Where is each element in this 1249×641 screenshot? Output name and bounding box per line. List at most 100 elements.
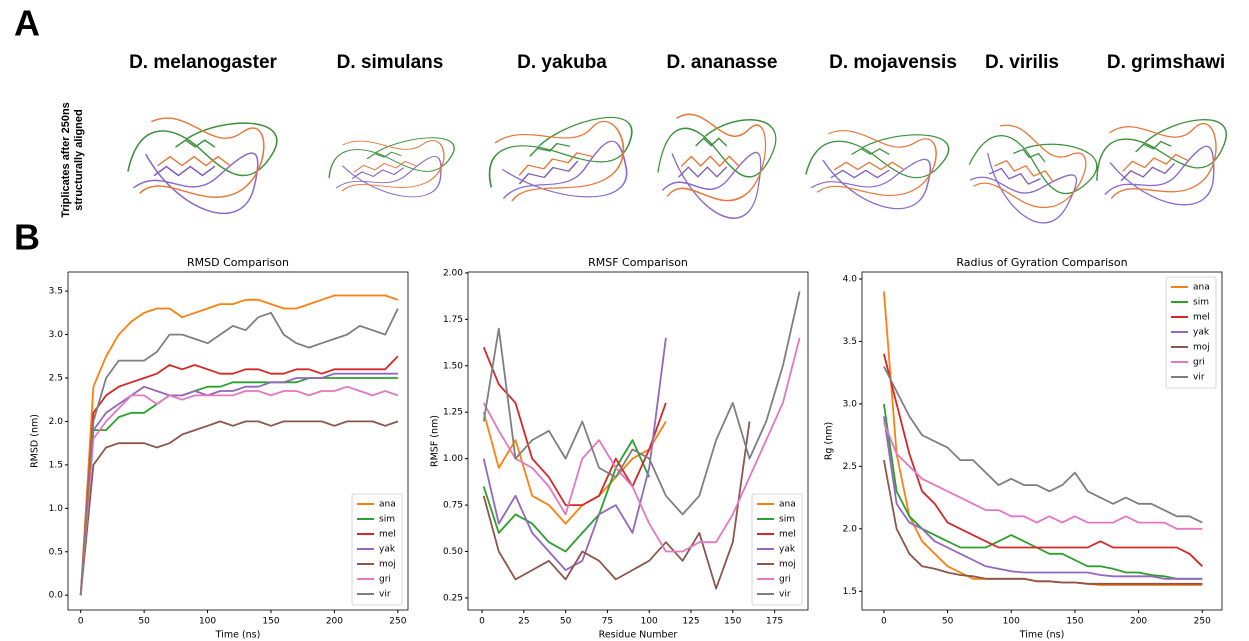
x-tick-label: 25 <box>518 617 529 627</box>
y-tick-label: 0.75 <box>443 501 463 511</box>
y-axis-label: Rg (nm) <box>824 422 835 460</box>
x-tick-label: 150 <box>262 617 279 627</box>
x-tick-label: 50 <box>942 617 954 627</box>
x-tick-label: 50 <box>138 617 150 627</box>
structure <box>657 113 777 219</box>
y-tick-label: 2.0 <box>49 417 64 427</box>
x-tick-label: 50 <box>560 617 572 627</box>
series-line <box>883 422 1203 530</box>
series-line <box>79 385 399 596</box>
y-tick-label: 3.0 <box>843 399 858 409</box>
y-tick-label: 1.75 <box>443 315 463 325</box>
series-line <box>482 439 651 553</box>
y-tick-label: 3.5 <box>49 287 63 297</box>
y-tick-label: 0.5 <box>49 547 63 557</box>
species-title: D. yakuba <box>517 52 607 73</box>
legend-box <box>351 493 403 606</box>
side-label-line: Triplicates after 250ns <box>60 102 72 218</box>
y-tick-label: 2.5 <box>843 462 857 472</box>
x-tick-label: 0 <box>881 617 887 627</box>
species-title: D. virilis <box>985 52 1059 73</box>
species-title: D. grimshawi <box>1107 52 1225 73</box>
legend-box <box>1165 276 1217 389</box>
species-title: D. mojavensis <box>829 52 957 73</box>
series-line <box>79 377 398 596</box>
x-axis-label: Time (ns) <box>1019 630 1065 641</box>
series-line <box>482 291 801 516</box>
legend-label: moj <box>379 560 396 570</box>
legend-label: ana <box>379 500 396 510</box>
legend-label: ana <box>779 500 796 510</box>
legend-label: gri <box>379 575 391 585</box>
plot: RMSD Comparison Time (ns) RMSD (nm) 0 50 100 1… <box>30 256 409 641</box>
chart-title: RMSD Comparison <box>187 256 289 269</box>
series-line <box>883 403 1203 580</box>
legend-label: moj <box>779 560 796 570</box>
series-line <box>883 291 1203 586</box>
series-line <box>482 411 667 525</box>
y-tick-label: 3.0 <box>49 330 64 340</box>
legend-label: sim <box>779 515 795 525</box>
x-axis-label: Time (ns) <box>215 630 261 641</box>
legend: ana sim mel yak moj gri vir <box>1165 276 1217 389</box>
y-tick-label: 2.0 <box>843 524 858 534</box>
species-title: D. simulans <box>337 52 444 73</box>
series-line <box>883 416 1203 580</box>
x-tick-label: 150 <box>724 617 741 627</box>
structure <box>1087 110 1240 219</box>
legend-label: mel <box>1193 313 1210 323</box>
structure <box>127 117 278 215</box>
axes-frame <box>467 271 809 611</box>
legend-label: sim <box>1193 298 1209 308</box>
side-label-line: structurally aligned <box>73 109 85 210</box>
series-line <box>883 353 1203 567</box>
panel-label: A <box>14 3 40 44</box>
legend-label: vir <box>1193 373 1205 383</box>
y-tick-label: 0.50 <box>443 547 463 557</box>
x-tick-label: 100 <box>1003 617 1020 627</box>
legend-label: gri <box>779 575 791 585</box>
series-line <box>883 459 1203 585</box>
x-tick-label: 175 <box>766 617 783 627</box>
y-tick-label: 1.25 <box>443 408 463 418</box>
series-line <box>482 421 751 590</box>
series-line <box>482 337 801 553</box>
structure <box>468 107 661 221</box>
legend-label: yak <box>779 545 796 555</box>
x-tick-label: 250 <box>1194 617 1211 627</box>
axes-frame <box>67 271 409 611</box>
y-axis-label: RMSD (nm) <box>30 414 41 468</box>
series-line <box>79 355 399 596</box>
legend-label: yak <box>379 545 396 555</box>
legend-label: yak <box>1193 328 1210 338</box>
legend-box <box>751 493 803 606</box>
chart-title: RMSF Comparison <box>588 256 688 269</box>
legend-label: mel <box>779 530 796 540</box>
side-label: Triplicates after 250ns structurally ali… <box>60 102 85 218</box>
y-tick-label: 1.5 <box>49 460 63 470</box>
legend-label: vir <box>779 590 791 600</box>
legend-label: gri <box>1193 358 1205 368</box>
y-tick-label: 1.0 <box>49 504 64 514</box>
plot: RMSF Comparison Residue Number RMSF (nm) 0 2… <box>430 256 809 641</box>
y-tick-label: 2.5 <box>49 374 63 384</box>
legend-label: moj <box>1193 343 1210 353</box>
species-title: D. ananasse <box>667 52 778 73</box>
y-tick-label: 0.0 <box>49 591 64 601</box>
y-axis-label: RMSF (nm) <box>430 415 441 467</box>
y-tick-label: 1.00 <box>443 454 463 464</box>
x-tick-label: 0 <box>78 617 84 627</box>
legend-label: vir <box>379 590 391 600</box>
x-tick-label: 100 <box>641 617 658 627</box>
x-tick-label: 200 <box>326 617 343 627</box>
x-tick-label: 250 <box>389 617 406 627</box>
x-tick-label: 150 <box>1066 617 1083 627</box>
axes-frame <box>861 271 1223 611</box>
legend: ana sim mel yak moj gri vir <box>351 493 403 606</box>
plot: Radius of Gyration Comparison Time (ns) Rg… <box>824 256 1223 641</box>
chart-title: Radius of Gyration Comparison <box>956 256 1127 269</box>
structure <box>958 116 1103 235</box>
x-tick-label: 100 <box>199 617 216 627</box>
x-tick-label: 200 <box>1130 617 1147 627</box>
y-tick-label: 1.5 <box>843 587 857 597</box>
